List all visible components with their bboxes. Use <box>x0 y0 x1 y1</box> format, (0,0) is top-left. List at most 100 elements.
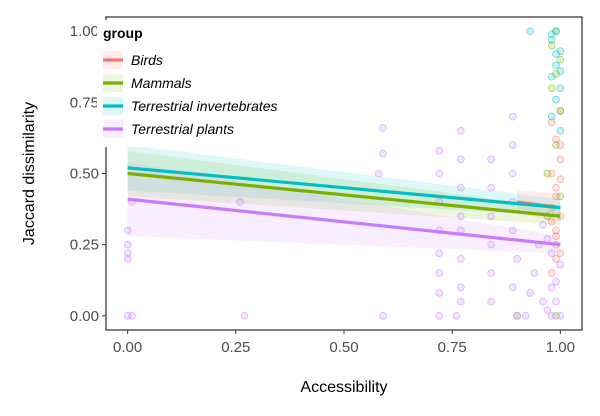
point-terrestrial-plants <box>556 260 565 269</box>
point-terrestrial-invertebrates <box>552 27 560 36</box>
point-terrestrial-plants <box>457 283 465 292</box>
y-axis-ticks: 0.00 0.25 0.50 0.75 1.00 <box>70 23 106 325</box>
point-mammals <box>552 311 560 320</box>
point-terrestrial-plants <box>552 277 560 286</box>
point-terrestrial-plants <box>552 297 560 306</box>
point-terrestrial-invertebrates <box>556 67 565 75</box>
point-terrestrial-plants <box>539 297 547 306</box>
point-terrestrial-plants <box>379 124 387 132</box>
point-terrestrial-plants <box>457 297 465 306</box>
point-mammals <box>556 107 565 115</box>
point-terrestrial-plants <box>547 249 556 257</box>
point-terrestrial-plants <box>487 297 495 306</box>
x-tick-label: 0.00 <box>113 339 142 356</box>
legend-title: group <box>103 25 143 41</box>
point-terrestrial-plants <box>526 289 534 297</box>
point-birds <box>547 118 556 127</box>
point-terrestrial-plants <box>123 255 132 263</box>
x-tick-label: 0.25 <box>221 339 250 356</box>
legend-background <box>97 20 307 147</box>
point-birds <box>552 255 560 263</box>
point-terrestrial-invertebrates <box>556 84 565 92</box>
point-terrestrial-plants <box>508 112 517 121</box>
point-terrestrial-plants <box>374 169 383 178</box>
point-mammals <box>547 41 556 50</box>
point-birds <box>556 155 565 164</box>
legend: group Birds Mammals Terrestrial invertebra… <box>97 20 307 147</box>
point-terrestrial-invertebrates <box>547 112 556 121</box>
fit-line-terrestrial-plants <box>127 197 561 247</box>
point-birds <box>547 269 556 277</box>
point-birds <box>552 183 560 192</box>
point-birds <box>552 232 560 240</box>
point-terrestrial-invertebrates <box>556 127 565 135</box>
point-terrestrial-plants <box>547 283 556 292</box>
point-terrestrial-plants <box>435 269 444 277</box>
point-terrestrial-plants <box>123 249 132 257</box>
fit-lines <box>127 166 561 247</box>
point-terrestrial-plants <box>435 311 444 320</box>
point-mammals <box>547 84 556 92</box>
point-terrestrial-plants <box>487 155 495 164</box>
point-terrestrial-invertebrates <box>547 35 556 44</box>
point-terrestrial-plants <box>547 311 556 320</box>
point-terrestrial-plants <box>123 240 132 249</box>
point-mammals <box>543 169 552 178</box>
point-birds <box>552 226 560 235</box>
y-tick-label: 0.00 <box>70 308 99 325</box>
point-terrestrial-plants <box>457 255 465 263</box>
fit-line-terrestrial-invertebrates <box>127 166 561 210</box>
point-mammals <box>556 55 565 64</box>
point-birds <box>552 192 560 201</box>
point-terrestrial-plants <box>521 311 530 320</box>
legend-label-terrestrial-plants: Terrestrial plants <box>131 121 234 137</box>
point-terrestrial-plants <box>435 146 444 155</box>
point-mammals <box>552 141 560 149</box>
point-birds <box>556 175 565 183</box>
point-terrestrial-plants <box>513 255 521 263</box>
legend-items: Birds Mammals Terrestrial invertebrates Ter… <box>103 51 278 138</box>
point-terrestrial-invertebrates <box>526 27 534 36</box>
point-terrestrial-plants <box>236 198 244 206</box>
x-tick-label: 1.00 <box>546 339 575 356</box>
point-terrestrial-plants <box>379 149 387 158</box>
point-birds <box>552 135 560 144</box>
point-terrestrial-plants <box>457 127 465 135</box>
legend-label-mammals: Mammals <box>131 75 192 91</box>
point-terrestrial-plants <box>543 235 552 243</box>
x-tick-label: 0.50 <box>329 339 358 356</box>
y-axis-title: Jaccard dissimilarity <box>21 102 38 245</box>
point-terrestrial-plants <box>457 212 465 220</box>
point-terrestrial-plants <box>123 226 132 235</box>
point-birds <box>547 218 556 226</box>
point-terrestrial-plants <box>539 220 547 229</box>
y-tick-label: 0.50 <box>70 166 99 183</box>
point-terrestrial-plants <box>487 183 495 192</box>
point-terrestrial-invertebrates <box>552 50 560 58</box>
point-terrestrial-plants <box>128 311 136 320</box>
point-terrestrial-plants <box>435 169 444 178</box>
point-terrestrial-plants <box>240 311 249 320</box>
point-terrestrial-invertebrates <box>556 47 565 55</box>
point-mammals <box>556 192 565 201</box>
y-tick-label: 0.25 <box>70 237 99 254</box>
point-terrestrial-plants <box>435 249 444 257</box>
point-terrestrial-plants <box>487 269 495 277</box>
point-birds <box>556 141 565 149</box>
point-terrestrial-plants <box>487 240 495 249</box>
point-terrestrial-plants <box>508 169 517 178</box>
legend-label-birds: Birds <box>131 52 163 68</box>
point-mammals <box>552 70 560 78</box>
point-terrestrial-invertebrates <box>547 72 556 81</box>
x-tick-label: 0.75 <box>438 339 467 356</box>
point-terrestrial-plants <box>508 141 517 149</box>
point-terrestrial-plants <box>123 311 132 320</box>
point-terrestrial-invertebrates <box>552 95 560 104</box>
point-terrestrial-invertebrates <box>552 61 560 70</box>
fit-line-mammals <box>127 171 561 218</box>
point-birds <box>547 169 556 178</box>
x-axis-title: Accessibility <box>300 379 387 396</box>
point-terrestrial-plants <box>508 226 517 235</box>
point-terrestrial-plants <box>379 311 387 320</box>
